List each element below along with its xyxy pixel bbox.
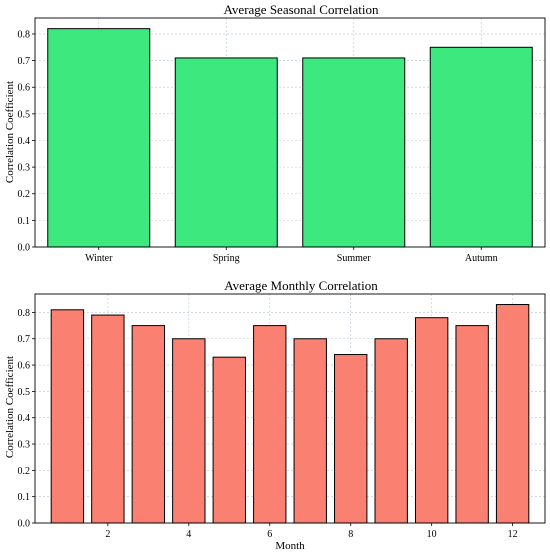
monthly-y-tick-label: 0.2 xyxy=(18,466,31,477)
seasonal-y-tick-label: 0.4 xyxy=(18,136,31,147)
seasonal-chart-title: Average Seasonal Correlation xyxy=(224,2,379,17)
monthly-y-tick-label: 0.3 xyxy=(18,440,31,451)
monthly-bar-7 xyxy=(293,338,327,524)
monthly-x-tick-label: 12 xyxy=(508,529,518,540)
monthly-x-tick-label: 2 xyxy=(105,529,110,540)
monthly-x-tick-label: 8 xyxy=(348,529,353,540)
monthly-chart-title: Average Monthly Correlation xyxy=(224,278,378,293)
seasonal-x-tick-label: Spring xyxy=(213,253,240,264)
monthly-bar-8 xyxy=(334,354,368,524)
seasonal-y-tick-label: 0.6 xyxy=(18,83,31,94)
seasonal-x-tick-label: Summer xyxy=(337,253,372,264)
seasonal-chart: Average Seasonal Correlation Correlation… xyxy=(4,2,546,264)
seasonal-y-tick-label: 0.5 xyxy=(18,109,31,120)
monthly-x-tick-label: 10 xyxy=(427,529,437,540)
seasonal-x-tick-label: Winter xyxy=(85,253,113,264)
seasonal-bar-summer xyxy=(302,57,406,248)
monthly-bar-4 xyxy=(172,338,206,524)
monthly-bar-5 xyxy=(212,356,246,524)
seasonal-plot-frame xyxy=(34,17,546,248)
seasonal-x-tick-label: Autumn xyxy=(465,253,498,264)
monthly-y-tick-label: 0.5 xyxy=(18,387,31,398)
monthly-bar-10 xyxy=(414,317,449,524)
monthly-y-tick-label: 0.8 xyxy=(18,308,31,319)
seasonal-y-tick-label: 0.7 xyxy=(18,56,31,67)
monthly-bar-1 xyxy=(50,309,85,524)
monthly-y-tick-label: 0.7 xyxy=(18,334,31,345)
monthly-y-tick-label: 0.1 xyxy=(18,492,31,503)
monthly-bar-2 xyxy=(91,314,125,524)
monthly-y-axis-label: Correlation Coefficient xyxy=(4,356,16,458)
seasonal-y-tick-label: 0.8 xyxy=(18,29,31,40)
monthly-y-tick-label: 0.4 xyxy=(18,413,31,424)
seasonal-y-tick-label: 0.1 xyxy=(18,216,31,227)
monthly-bar-6 xyxy=(253,325,287,524)
monthly-y-tick-label: 0.6 xyxy=(18,361,31,372)
seasonal-y-tick-label: 0.2 xyxy=(18,189,31,200)
monthly-x-tick-label: 6 xyxy=(267,529,272,540)
monthly-y-tick-label: 0.0 xyxy=(18,519,31,530)
seasonal-bar-autumn xyxy=(429,46,533,248)
seasonal-bar-winter xyxy=(47,28,151,248)
monthly-bar-11 xyxy=(455,325,489,524)
monthly-plot-frame xyxy=(34,293,546,524)
monthly-bar-9 xyxy=(374,338,408,524)
monthly-bar-3 xyxy=(131,325,166,524)
monthly-x-axis-label: Month xyxy=(275,540,305,552)
monthly-x-tick-label: 4 xyxy=(186,529,191,540)
monthly-chart: Average Monthly Correlation Correlation … xyxy=(4,278,546,552)
seasonal-y-axis-label: Correlation Coefficient xyxy=(4,81,16,183)
seasonal-y-tick-label: 0.3 xyxy=(18,163,31,174)
monthly-bar-12 xyxy=(495,304,530,524)
seasonal-y-tick-label: 0.0 xyxy=(18,243,31,254)
seasonal-bar-spring xyxy=(174,57,278,248)
